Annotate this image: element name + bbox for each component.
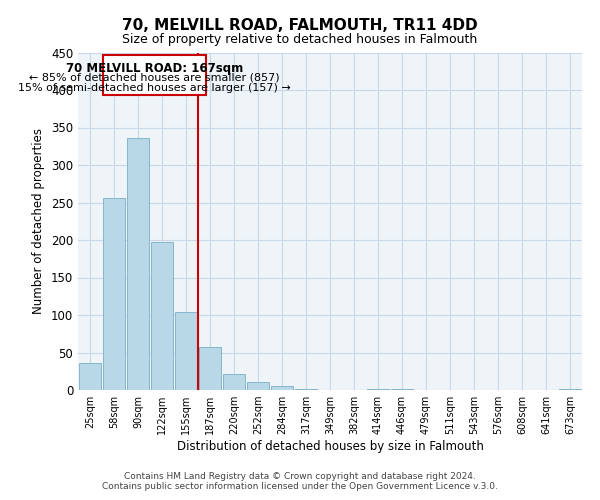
Text: Contains HM Land Registry data © Crown copyright and database right 2024.: Contains HM Land Registry data © Crown c… (124, 472, 476, 481)
Bar (127, 138, 149, 390)
Bar (103, 198, 125, 390)
Text: Size of property relative to detached houses in Falmouth: Size of property relative to detached ho… (122, 32, 478, 46)
X-axis label: Distribution of detached houses by size in Falmouth: Distribution of detached houses by size … (176, 440, 484, 453)
Y-axis label: Number of detached properties: Number of detached properties (32, 128, 46, 314)
Bar (559, 388, 581, 390)
Bar (391, 389, 413, 390)
Bar (103, 54, 206, 95)
Bar (247, 382, 269, 390)
Bar (367, 388, 389, 390)
Bar (295, 388, 317, 390)
Bar (79, 363, 101, 390)
Bar (175, 312, 197, 390)
Text: 70 MELVILL ROAD: 167sqm: 70 MELVILL ROAD: 167sqm (66, 62, 244, 75)
Text: 70, MELVILL ROAD, FALMOUTH, TR11 4DD: 70, MELVILL ROAD, FALMOUTH, TR11 4DD (122, 18, 478, 32)
Bar (199, 347, 221, 390)
Text: Contains public sector information licensed under the Open Government Licence v.: Contains public sector information licen… (102, 482, 498, 491)
Bar (271, 386, 293, 390)
Bar (223, 374, 245, 390)
Text: ← 85% of detached houses are smaller (857): ← 85% of detached houses are smaller (85… (29, 72, 280, 83)
Text: 15% of semi-detached houses are larger (157) →: 15% of semi-detached houses are larger (… (19, 83, 291, 93)
Bar (151, 242, 173, 390)
